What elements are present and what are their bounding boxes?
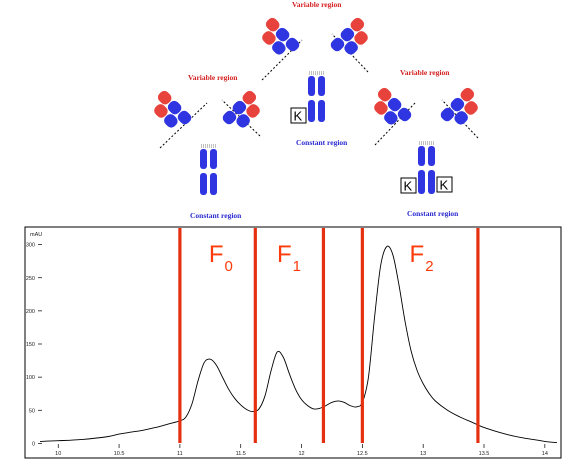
y-tick-label: 100 bbox=[26, 375, 35, 381]
x-tick-label: 11 bbox=[177, 451, 183, 457]
fraction-labels: F0 F1 F2 bbox=[209, 241, 434, 275]
x-tick-label: 11.5 bbox=[236, 451, 246, 457]
k-label: K bbox=[294, 109, 303, 124]
antibody-diagram-3: Variable region Constant region K bbox=[374, 68, 479, 218]
fraction-label: F0 bbox=[209, 241, 233, 275]
variable-region-label: Variable region bbox=[188, 73, 238, 82]
x-tick-label: 13 bbox=[420, 451, 426, 457]
plot-frame bbox=[24, 226, 562, 459]
y-axis: 0 50 100 150 200 250 300 bbox=[26, 243, 42, 447]
antibody-diagram-1: Variable region Constant region bbox=[154, 73, 261, 220]
x-tick-label: 13.5 bbox=[479, 451, 490, 457]
k-label: K bbox=[404, 179, 413, 194]
k-label: K bbox=[440, 178, 449, 193]
y-axis-label: mAU bbox=[30, 232, 42, 238]
y-tick-label: 300 bbox=[26, 243, 35, 249]
constant-region-label: Constant region bbox=[190, 211, 242, 220]
fraction-label: F1 bbox=[277, 241, 301, 275]
constant-region-label: Constant region bbox=[407, 209, 459, 218]
variable-region-label: Variable region bbox=[292, 0, 342, 9]
y-tick-label: 0 bbox=[32, 441, 35, 447]
x-tick-label: 14 bbox=[542, 451, 548, 457]
x-tick-label: 12 bbox=[298, 451, 304, 457]
y-tick-label: 250 bbox=[26, 276, 35, 282]
y-tick-label: 150 bbox=[26, 342, 35, 348]
chromatogram-chart: mAU 0 50 100 150 200 250 300 10 10.5 11 11.5 12 12.… bbox=[24, 226, 562, 459]
fraction-boundaries bbox=[178, 228, 480, 443]
series-line bbox=[39, 245, 558, 444]
antibody-diagram-2: Variable region Constant region K bbox=[261, 0, 369, 147]
y-tick-label: 50 bbox=[29, 408, 35, 414]
x-tick-label: 12.5 bbox=[357, 451, 368, 457]
x-tick-label: 10 bbox=[55, 451, 61, 457]
y-tick-label: 200 bbox=[26, 309, 35, 315]
x-tick-label: 10.5 bbox=[114, 451, 125, 457]
fraction-label: F2 bbox=[410, 241, 434, 275]
constant-region-label: Constant region bbox=[296, 138, 348, 147]
variable-region-label: Variable region bbox=[400, 68, 450, 77]
x-axis: 10 10.5 11 11.5 12 12.5 13 13.5 14 bbox=[55, 444, 548, 457]
